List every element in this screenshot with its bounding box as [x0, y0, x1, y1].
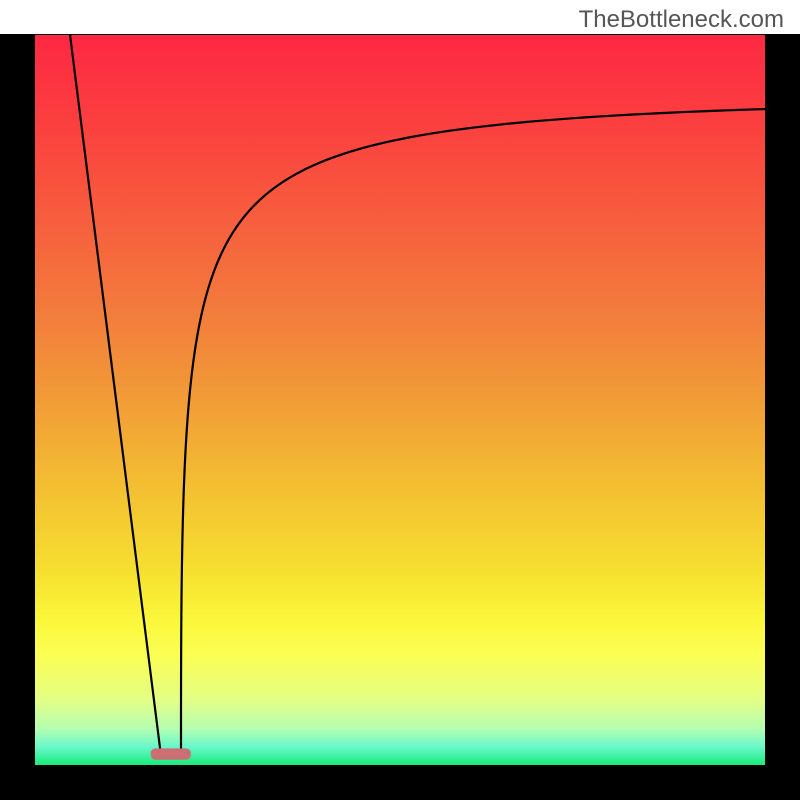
gradient-background	[35, 35, 765, 765]
watermark-text: TheBottleneck.com	[579, 6, 784, 34]
chart-svg	[0, 0, 800, 800]
bottleneck-marker	[151, 748, 191, 759]
root-container: TheBottleneck.com	[0, 0, 800, 800]
